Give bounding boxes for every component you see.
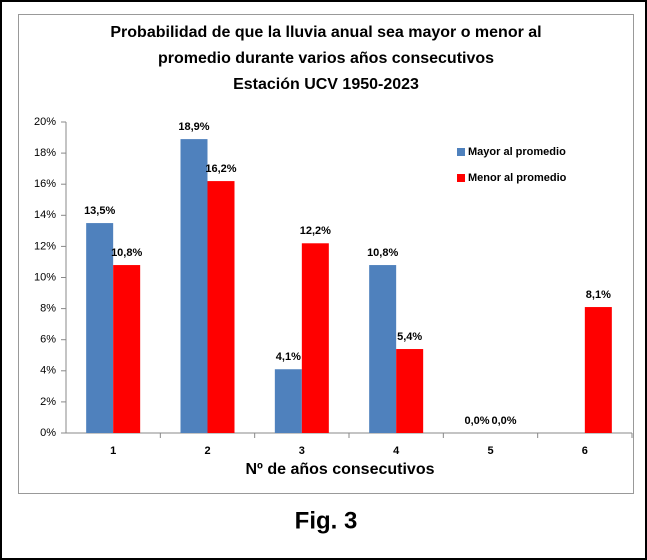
value-label: 12,2% — [300, 225, 331, 237]
y-tick-label: 16% — [34, 178, 56, 190]
x-tick-label: 5 — [487, 445, 493, 457]
bar — [86, 223, 114, 433]
value-label: 13,5% — [84, 205, 115, 217]
bar — [396, 349, 424, 433]
bar — [301, 243, 329, 433]
chart-title: promedio durante varios años consecutivo… — [158, 50, 494, 67]
bar — [274, 369, 302, 433]
y-tick-label: 14% — [34, 209, 56, 221]
caption: Fig. 3 — [295, 507, 358, 534]
bar — [207, 181, 235, 433]
value-label: 10,8% — [367, 247, 398, 259]
x-tick-label: 4 — [393, 445, 400, 457]
bar — [369, 265, 397, 433]
y-tick-label: 20% — [34, 116, 56, 128]
y-tick-label: 12% — [34, 240, 56, 252]
bar — [584, 307, 612, 433]
y-tick-label: 4% — [40, 365, 56, 377]
legend-swatch — [457, 174, 465, 182]
legend-swatch — [457, 148, 465, 156]
value-label: 10,8% — [111, 247, 142, 259]
y-tick-label: 8% — [40, 303, 56, 315]
bar — [113, 265, 141, 433]
value-label: 16,2% — [205, 163, 236, 175]
y-tick-label: 10% — [34, 271, 56, 283]
y-tick-label: 0% — [40, 427, 56, 439]
value-label: 4,1% — [276, 351, 301, 363]
value-label: 0,0% — [464, 415, 489, 427]
x-tick-label: 6 — [582, 445, 588, 457]
y-tick-label: 6% — [40, 334, 56, 346]
x-tick-label: 2 — [204, 445, 210, 457]
x-axis-label: Nº de años consecutivos — [245, 461, 434, 478]
legend-label: Mayor al promedio — [468, 146, 566, 158]
x-tick-label: 3 — [299, 445, 305, 457]
chart-title: Estación UCV 1950-2023 — [233, 76, 419, 93]
bar — [180, 139, 208, 434]
value-label: 5,4% — [397, 331, 422, 343]
x-tick-label: 1 — [110, 445, 116, 457]
chart-title: Probabilidad de que la lluvia anual sea … — [110, 24, 541, 41]
y-tick-label: 2% — [40, 396, 56, 408]
y-tick-label: 18% — [34, 147, 56, 159]
value-label: 8,1% — [586, 289, 611, 301]
value-label: 0,0% — [491, 415, 516, 427]
value-label: 18,9% — [178, 121, 209, 133]
legend-label: Menor al promedio — [468, 172, 567, 184]
